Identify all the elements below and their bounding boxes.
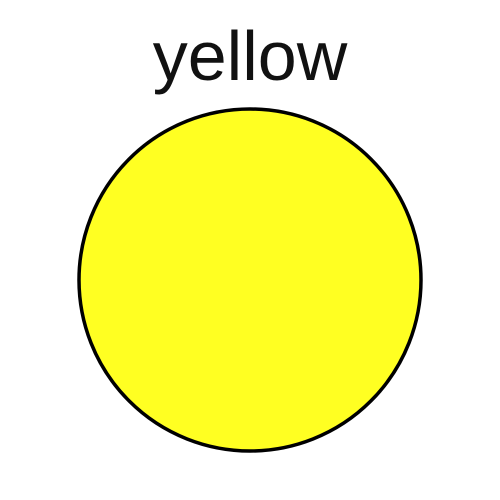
color-name-label: yellow — [152, 17, 348, 95]
yellow-circle — [77, 107, 423, 453]
